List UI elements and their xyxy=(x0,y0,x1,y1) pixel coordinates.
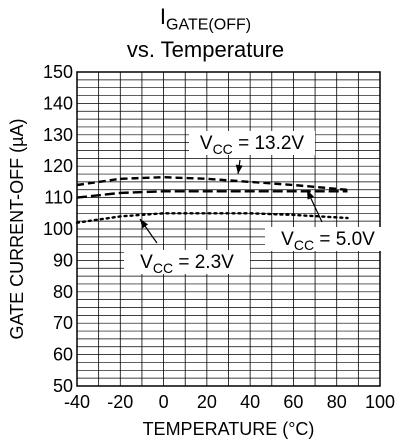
annotation-arrowhead xyxy=(307,190,314,200)
annotation-backdrop xyxy=(124,250,250,274)
chart-title-subscript: GATE(OFF) xyxy=(166,16,252,34)
x-tick-label: 0 xyxy=(159,392,169,412)
chart-title: IGATE(OFF) xyxy=(0,4,411,34)
x-tick-label: 100 xyxy=(365,392,395,412)
y-tick-label: 70 xyxy=(53,313,73,333)
series-layer xyxy=(75,175,349,224)
annotation-backdrop xyxy=(189,131,315,155)
series-line-2 xyxy=(75,212,349,224)
x-tick-labels: -40 -20 0 20 40 60 80 100 xyxy=(64,392,395,412)
series-line-0 xyxy=(76,175,348,191)
y-tick-label: 80 xyxy=(53,282,73,302)
chart-title-main: I xyxy=(159,4,167,29)
annotation-arrowhead xyxy=(140,219,149,229)
y-tick-label: 140 xyxy=(43,93,73,113)
annotation-backdrop xyxy=(265,227,391,251)
series-label-1: VCC = 5.0V xyxy=(281,229,375,253)
y-tick-labels: 50 60 70 80 90 100 110 120 130 140 150 xyxy=(43,62,73,396)
x-tick-label: 80 xyxy=(327,392,347,412)
chart-subtitle: vs. Temperature xyxy=(126,37,285,62)
series-label-0: VCC = 13.2V xyxy=(200,133,305,157)
x-tick-label: 20 xyxy=(197,392,217,412)
y-tick-label: 150 xyxy=(43,62,73,82)
annotation-arrowhead xyxy=(235,164,243,174)
y-tick-label: 90 xyxy=(53,250,73,270)
y-tick-label: 130 xyxy=(43,125,73,145)
y-tick-label: 120 xyxy=(43,156,73,176)
y-tick-label: 60 xyxy=(53,345,73,365)
series-line-1 xyxy=(76,190,348,199)
x-tick-label: -40 xyxy=(64,392,90,412)
y-tick-label: 50 xyxy=(53,376,73,396)
y-tick-label: 110 xyxy=(44,188,73,208)
x-tick-label: 40 xyxy=(240,392,260,412)
series-label-2: VCC = 2.3V xyxy=(140,252,234,276)
x-tick-label: -20 xyxy=(107,392,133,412)
x-axis-label: TEMPERATURE (°C) xyxy=(143,419,315,439)
y-axis-label: GATE CURRENT-OFF (µA) xyxy=(7,118,27,339)
series-annotations: VCC = 13.2V VCC = 5.0V VCC = 2.3V xyxy=(124,131,391,276)
x-tick-label: 60 xyxy=(283,392,303,412)
y-tick-label: 100 xyxy=(43,219,73,239)
